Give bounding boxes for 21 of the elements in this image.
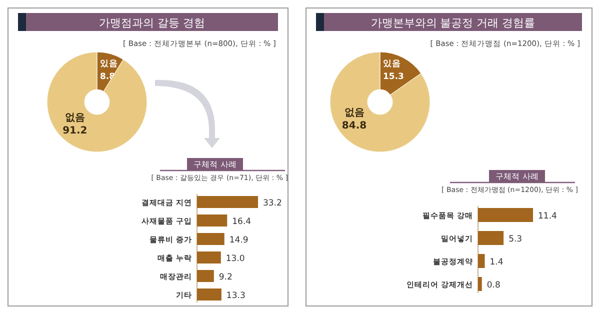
slice-label: 없음: [64, 112, 85, 124]
data-label: 91.2: [62, 125, 88, 136]
data-label: 84.8: [342, 120, 367, 132]
data-label: 5.3: [508, 234, 522, 244]
data-label: 1.4: [490, 258, 504, 268]
data-label: 15.3: [383, 72, 404, 82]
data-label: 9.2: [218, 272, 232, 282]
data-label: 33.2: [263, 198, 282, 208]
data-label: 11.4: [538, 212, 557, 222]
chart-title: 구체적 사례: [194, 160, 236, 169]
slice-label: 있음: [100, 59, 118, 69]
text: 가맹본부와의 불공정 거래 경험률: [370, 16, 536, 30]
slice-label: 없음: [344, 107, 364, 118]
data-label: 13.0: [226, 254, 245, 264]
data-label: 14.9: [229, 236, 248, 246]
data-label: 13.3: [226, 291, 246, 301]
data-label: 16.4: [232, 217, 252, 227]
slice-label: 있음: [383, 59, 401, 69]
chart-title: 구체적 사례: [496, 172, 538, 181]
chart-title: 가맹점과의 갈등 경험: [99, 16, 205, 30]
data-label: 0.8: [486, 280, 500, 290]
